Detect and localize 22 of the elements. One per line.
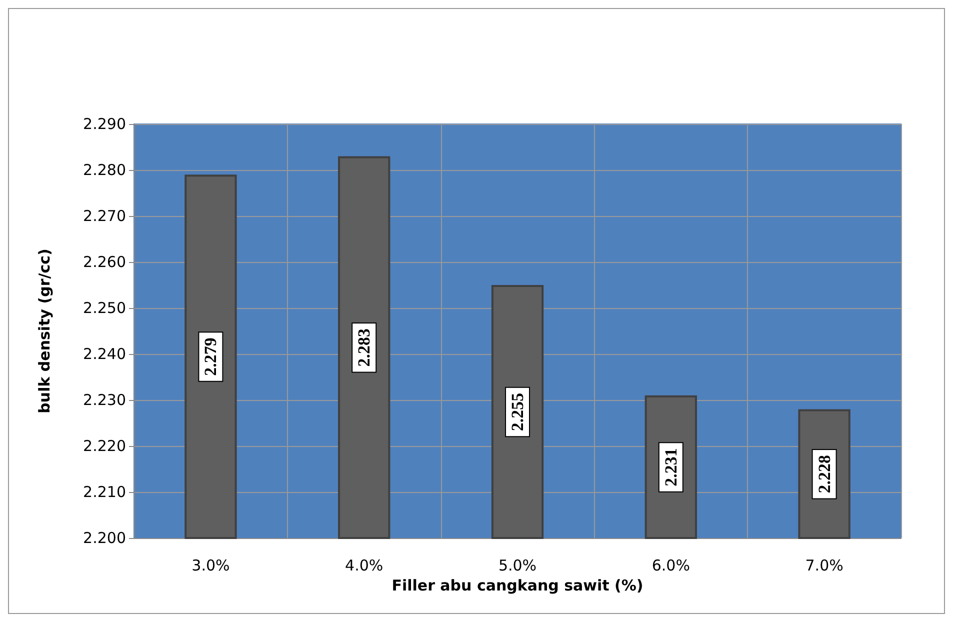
data-label: 2.231 — [661, 448, 680, 486]
y-tick-label: 2.250 — [83, 299, 126, 317]
y-axis-title: bulk density (gr/cc) — [36, 248, 54, 414]
y-tick-label: 2.200 — [83, 529, 126, 547]
y-tick-label: 2.240 — [83, 345, 126, 363]
y-tick-label: 2.270 — [83, 207, 126, 225]
data-label: 2.279 — [201, 338, 220, 376]
data-label: 2.255 — [508, 392, 527, 432]
data-label: 2.228 — [814, 454, 834, 494]
x-tick-label: 3.0% — [192, 556, 230, 574]
x-tick-label: 4.0% — [345, 556, 384, 574]
y-tick-label: 2.220 — [83, 437, 126, 455]
data-label: 2.283 — [354, 328, 374, 367]
x-axis-title: Filler abu cangkang sawit (%) — [392, 576, 644, 594]
y-tick-label: 2.260 — [83, 253, 126, 271]
x-tick-label: 6.0% — [652, 556, 690, 574]
y-tick-label: 2.210 — [83, 483, 126, 501]
x-tick-label: 7.0% — [805, 556, 844, 574]
y-tick-label: 2.280 — [83, 161, 126, 179]
y-tick-label: 2.230 — [83, 391, 126, 409]
x-tick-label: 5.0% — [498, 556, 537, 574]
y-tick-label: 2.290 — [83, 115, 126, 133]
